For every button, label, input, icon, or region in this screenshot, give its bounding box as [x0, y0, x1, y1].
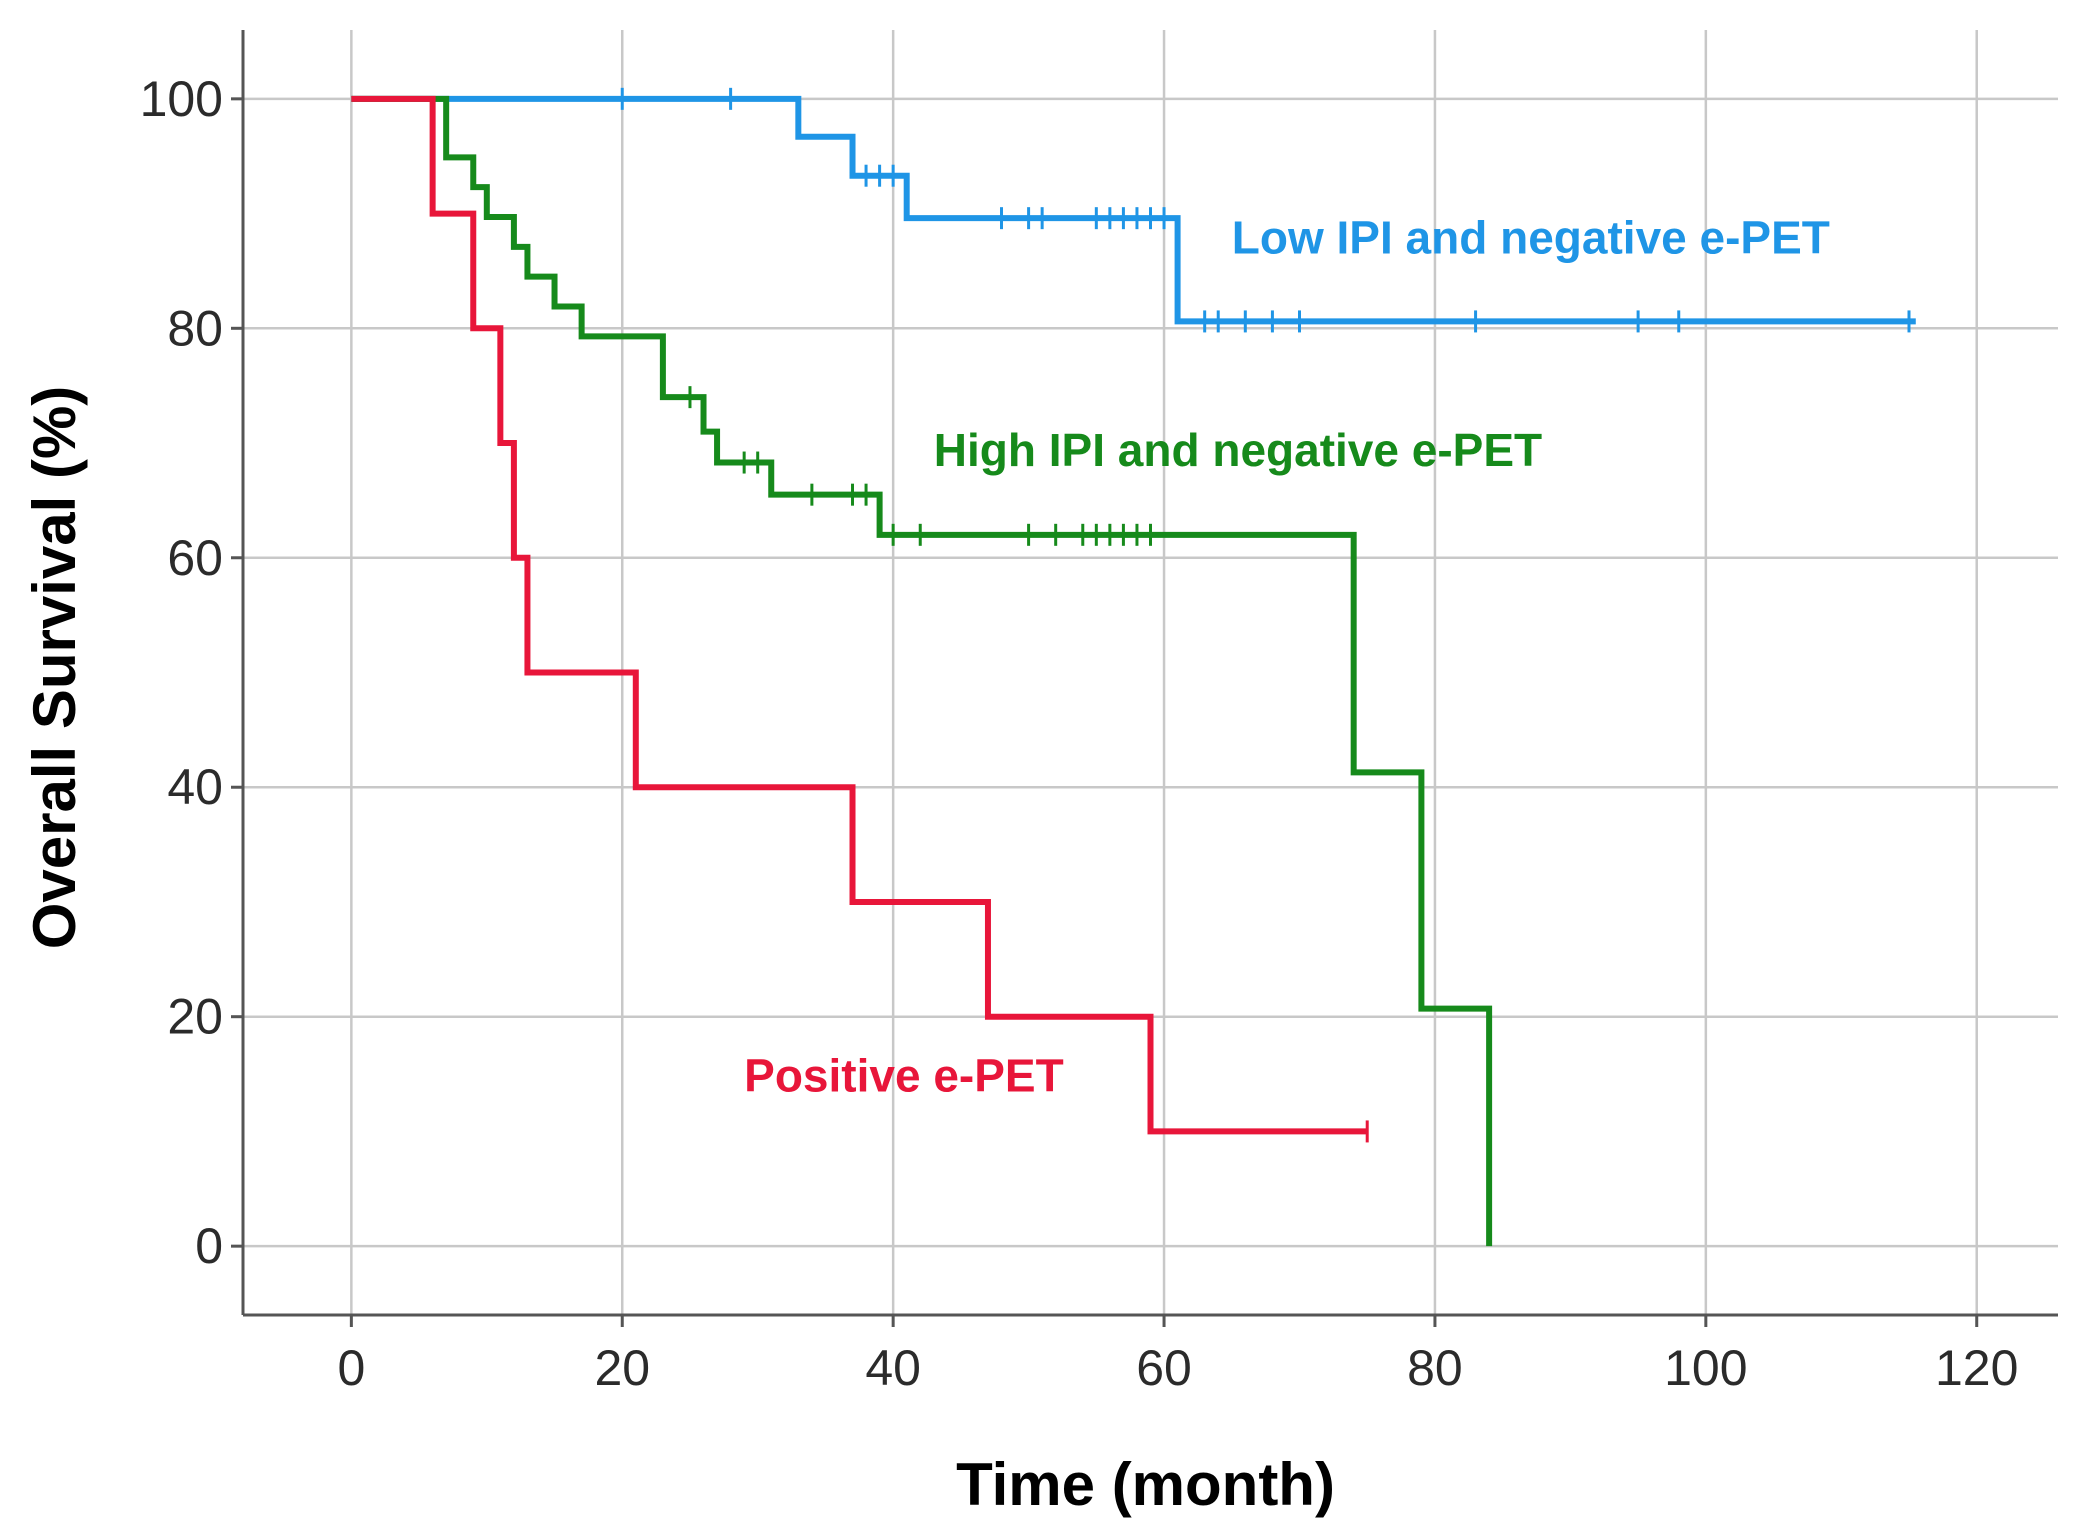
y-tick-label: 20 — [167, 989, 223, 1045]
survival-curve — [351, 95, 1368, 1135]
x-tick-label: 20 — [594, 1340, 650, 1396]
series-1 — [351, 95, 1493, 1247]
y-tick-label: 80 — [167, 300, 223, 356]
x-tick-label: 80 — [1407, 1340, 1463, 1396]
y-tick-label: 40 — [167, 759, 223, 815]
x-tick-label: 120 — [1935, 1340, 2018, 1396]
series-group — [351, 87, 1916, 1247]
x-tick-label: 60 — [1136, 1340, 1192, 1396]
x-axis-title: Time (month) — [956, 1451, 1335, 1518]
axes — [231, 30, 2058, 1327]
series-label: Positive e-PET — [744, 1049, 1064, 1101]
y-axis-title: Overall Survival (%) — [21, 386, 88, 950]
x-tick-label: 100 — [1664, 1340, 1747, 1396]
survival-curve — [351, 95, 1493, 1247]
labels: 0 20 40 60 80 100 120 0 20 40 60 80 100 Time (month) O… — [21, 71, 2018, 1518]
x-tick-label: 40 — [865, 1340, 921, 1396]
series-2 — [351, 95, 1369, 1143]
y-tick-label: 100 — [140, 71, 223, 127]
series-label: Low IPI and negative e-PET — [1232, 212, 1830, 264]
y-tick-label: 0 — [195, 1218, 223, 1274]
x-tick-label: 0 — [337, 1340, 365, 1396]
y-tick-label: 60 — [167, 530, 223, 586]
series-label: High IPI and negative e-PET — [934, 424, 1542, 476]
series-0 — [351, 87, 1916, 333]
